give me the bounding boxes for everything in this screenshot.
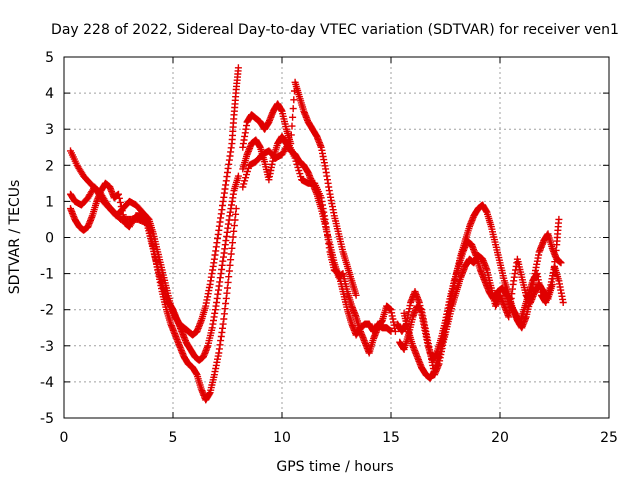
y-tick-labels: 5 4 3 2 1 0 -1 -2 -3 -4 -5 — [40, 50, 54, 427]
x-tick-label: 25 — [600, 430, 618, 446]
x-tick-labels: 0 5 10 15 20 25 — [60, 430, 618, 446]
y-axis-label: SDTVAR / TECUs — [7, 180, 23, 295]
y-tick-label: -5 — [40, 411, 54, 427]
y-tick-label: -4 — [40, 375, 54, 391]
x-axis-label: GPS time / hours — [276, 459, 393, 475]
x-tick-label: 5 — [169, 430, 178, 446]
grid-lines — [64, 57, 609, 418]
chart-title: Day 228 of 2022, Sidereal Day-to-day VTE… — [51, 22, 619, 38]
x-tick-label: 15 — [382, 430, 400, 446]
data-point — [555, 216, 562, 223]
series-track-f — [239, 140, 394, 338]
x-tick-label: 20 — [491, 430, 509, 446]
y-tick-label: -3 — [40, 339, 54, 355]
data-points — [67, 64, 567, 403]
data-point — [289, 114, 296, 121]
data-point — [222, 237, 229, 244]
series-track-b — [67, 180, 240, 404]
y-tick-label: 2 — [45, 158, 54, 174]
x-tick-label: 10 — [273, 430, 291, 446]
y-tick-label: 4 — [45, 86, 54, 102]
y-tick-label: -2 — [40, 303, 54, 319]
series-track-h — [396, 216, 562, 378]
y-tick-label: -1 — [40, 267, 54, 283]
series-track-d — [239, 79, 359, 299]
data-point — [290, 105, 297, 112]
data-point — [208, 270, 215, 277]
y-tick-label: 5 — [45, 50, 54, 66]
sdtvar-chart: Day 228 of 2022, Sidereal Day-to-day VTE… — [0, 0, 640, 480]
series-track-e — [239, 133, 399, 357]
y-tick-label: 3 — [45, 122, 54, 138]
x-tick-label: 0 — [60, 430, 69, 446]
y-tick-label: 1 — [45, 194, 54, 210]
y-tick-label: 0 — [45, 231, 54, 247]
data-point — [225, 221, 232, 228]
